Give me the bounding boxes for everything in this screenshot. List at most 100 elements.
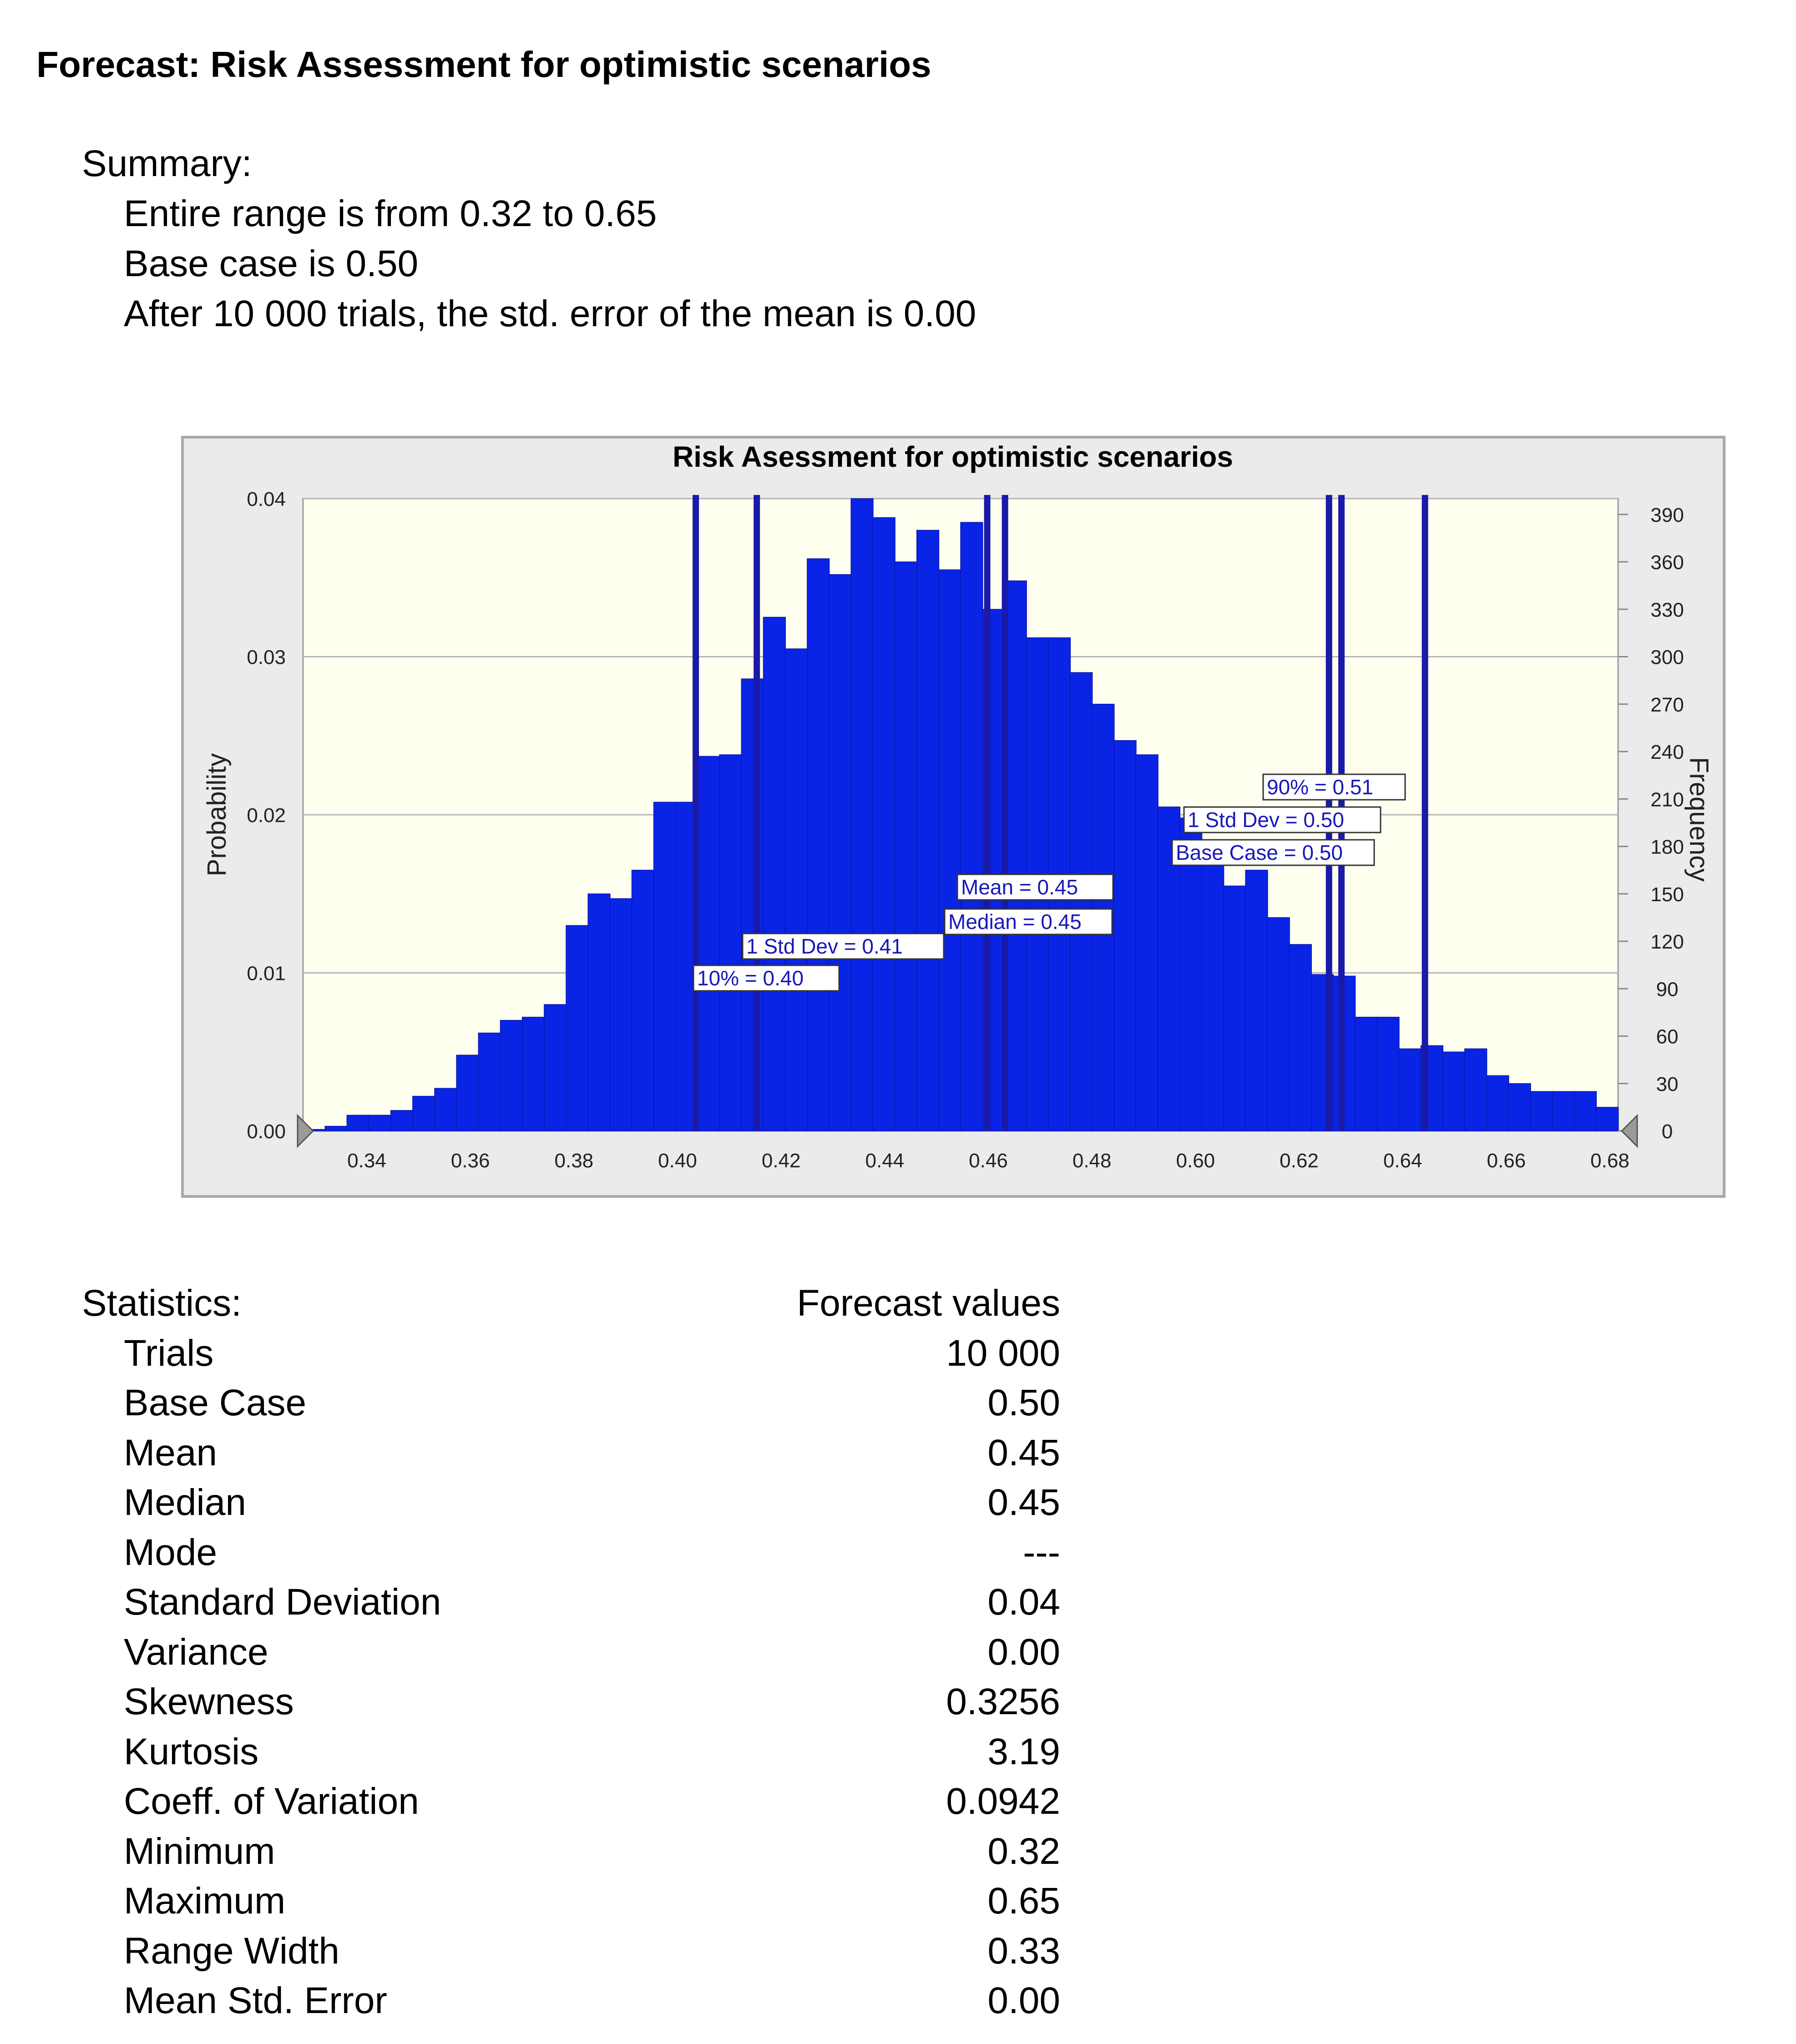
stat-value: 3.19	[987, 1731, 1060, 1772]
histogram-bar	[1573, 1091, 1597, 1131]
y-tick-label: 0.01	[247, 963, 286, 985]
histogram-bar	[872, 517, 895, 1131]
right-slider-triangle	[1620, 1114, 1638, 1148]
x-tick-label: 0.66	[1487, 1150, 1526, 1172]
stat-label: Variance	[124, 1631, 268, 1673]
histogram-bar	[521, 1017, 545, 1131]
x-tick-label: 0.64	[1383, 1150, 1422, 1172]
left-slider-triangle	[297, 1114, 314, 1148]
forecast-chart: Risk Asessment for optimistic scenarios 0…	[181, 436, 1725, 1198]
y2-tick-label: 390	[1650, 504, 1684, 526]
stat-label: Median	[124, 1482, 246, 1523]
histogram-bar	[1267, 917, 1290, 1131]
histogram-bar	[894, 561, 917, 1131]
forecast-chart-svg: Risk Asessment for optimistic scenarios 0…	[202, 440, 1714, 1172]
stat-label: Minimum	[124, 1830, 275, 1872]
marker-label: Median = 0.45	[944, 908, 1113, 935]
page-title: Forecast: Risk Assessment for optimistic…	[36, 44, 931, 85]
summary-range: Entire range is from 0.32 to 0.65	[124, 193, 657, 234]
marker-label-text: Base Case = 0.50	[1176, 841, 1343, 864]
marker-label-box	[944, 908, 1113, 935]
histogram-bar	[609, 898, 632, 1131]
y2-tick-label: 0	[1662, 1120, 1673, 1143]
stat-value: 0.50	[987, 1382, 1060, 1423]
y2-tick-label: 240	[1650, 741, 1684, 763]
histogram-bar	[1135, 754, 1159, 1131]
stat-label: Mode	[124, 1531, 218, 1573]
stat-row-standard-deviation: Standard Deviation 0.04	[82, 1577, 1060, 1627]
x-tick-label: 0.42	[762, 1150, 801, 1172]
stat-value: 0.32	[987, 1830, 1060, 1872]
histogram-bar	[1508, 1083, 1531, 1131]
stat-row-range-width: Range Width 0.33	[82, 1926, 1060, 1976]
y-tick-label: 0.04	[247, 488, 286, 510]
stat-row-variance: Variance 0.00	[82, 1627, 1060, 1677]
histogram-bar	[1486, 1075, 1509, 1131]
histogram-bar	[412, 1095, 435, 1131]
histogram-bar	[478, 1032, 501, 1131]
marker-label-box	[1183, 806, 1381, 833]
x-tick-label: 0.46	[969, 1150, 1008, 1172]
stat-row-base-case: Base Case 0.50	[82, 1378, 1060, 1428]
x-tick-label: 0.68	[1590, 1150, 1629, 1172]
marker-label-text: 1 Std Dev = 0.50	[1188, 808, 1344, 832]
x-tick-label: 0.40	[658, 1150, 697, 1172]
stat-label: Trials	[124, 1332, 214, 1374]
histogram-bar	[544, 1004, 567, 1131]
stat-row-trials: Trials 10 000	[82, 1328, 1060, 1378]
stat-value: 0.65	[987, 1880, 1060, 1922]
stat-row-mean-std-error: Mean Std. Error 0.00	[82, 1976, 1060, 2026]
histogram-bar	[631, 869, 654, 1131]
y2-tick-label: 60	[1656, 1026, 1679, 1048]
histogram-bar	[1070, 672, 1093, 1131]
marker-line	[1422, 495, 1428, 1131]
histogram-bar	[938, 569, 961, 1131]
y2-tick-label: 360	[1650, 551, 1684, 574]
histogram-bar	[741, 678, 764, 1131]
histogram-bar	[697, 756, 720, 1131]
stat-value: 0.04	[987, 1581, 1060, 1623]
marker-line	[984, 495, 991, 1131]
stat-row-mode: Mode ---	[82, 1528, 1060, 1578]
histogram-bar	[434, 1088, 457, 1131]
marker-line	[1002, 495, 1008, 1131]
marker-label: Mean = 0.45	[956, 873, 1114, 901]
y2-tick-label: 180	[1650, 836, 1684, 858]
stat-label: Skewness	[124, 1681, 294, 1722]
marker-label-text: Median = 0.45	[948, 910, 1082, 934]
statistics-table: Statistics: Forecast values Trials 10 000…	[82, 1278, 1060, 2026]
histogram-bar	[653, 802, 677, 1131]
stat-label: Range Width	[124, 1930, 340, 1972]
chart-title: Risk Asessment for optimistic scenarios	[673, 440, 1233, 473]
histogram-bar	[829, 574, 852, 1131]
histogram-bar	[850, 498, 874, 1131]
y2-tick-label: 210	[1650, 788, 1684, 811]
stat-row-minimum: Minimum 0.32	[82, 1827, 1060, 1877]
histogram-bar	[346, 1115, 369, 1131]
stat-row-mean: Mean 0.45	[82, 1428, 1060, 1478]
y2-tick-label: 270	[1650, 694, 1684, 716]
marker-label-box	[742, 933, 945, 960]
marker-label: 1 Std Dev = 0.50	[1183, 806, 1381, 833]
stat-label: Mean	[124, 1432, 218, 1474]
marker-label-text: 90% = 0.51	[1267, 775, 1373, 799]
stat-row-median: Median 0.45	[82, 1478, 1060, 1528]
histogram-bar	[1530, 1091, 1553, 1131]
histogram-bar	[1355, 1017, 1378, 1131]
histogram-bar	[500, 1020, 523, 1131]
histogram-bar	[807, 558, 830, 1131]
stat-value: 0.0942	[946, 1781, 1060, 1822]
marker-label: 1 Std Dev = 0.41	[742, 933, 945, 960]
marker-line	[754, 495, 760, 1131]
stat-label: Coeff. of Variation	[124, 1781, 419, 1822]
histogram-bar	[1113, 740, 1137, 1131]
marker-label-text: 1 Std Dev = 0.41	[746, 934, 903, 958]
stat-label: Standard Deviation	[124, 1581, 441, 1623]
marker-label: Base Case = 0.50	[1171, 839, 1375, 866]
histogram-bar	[1223, 885, 1246, 1131]
marker-label-box	[1262, 773, 1406, 801]
histogram-bar	[1552, 1091, 1575, 1131]
y2-tick-label: 330	[1650, 599, 1684, 621]
y2-tick-label: 120	[1650, 931, 1684, 953]
stat-row-skewness: Skewness 0.3256	[82, 1677, 1060, 1727]
